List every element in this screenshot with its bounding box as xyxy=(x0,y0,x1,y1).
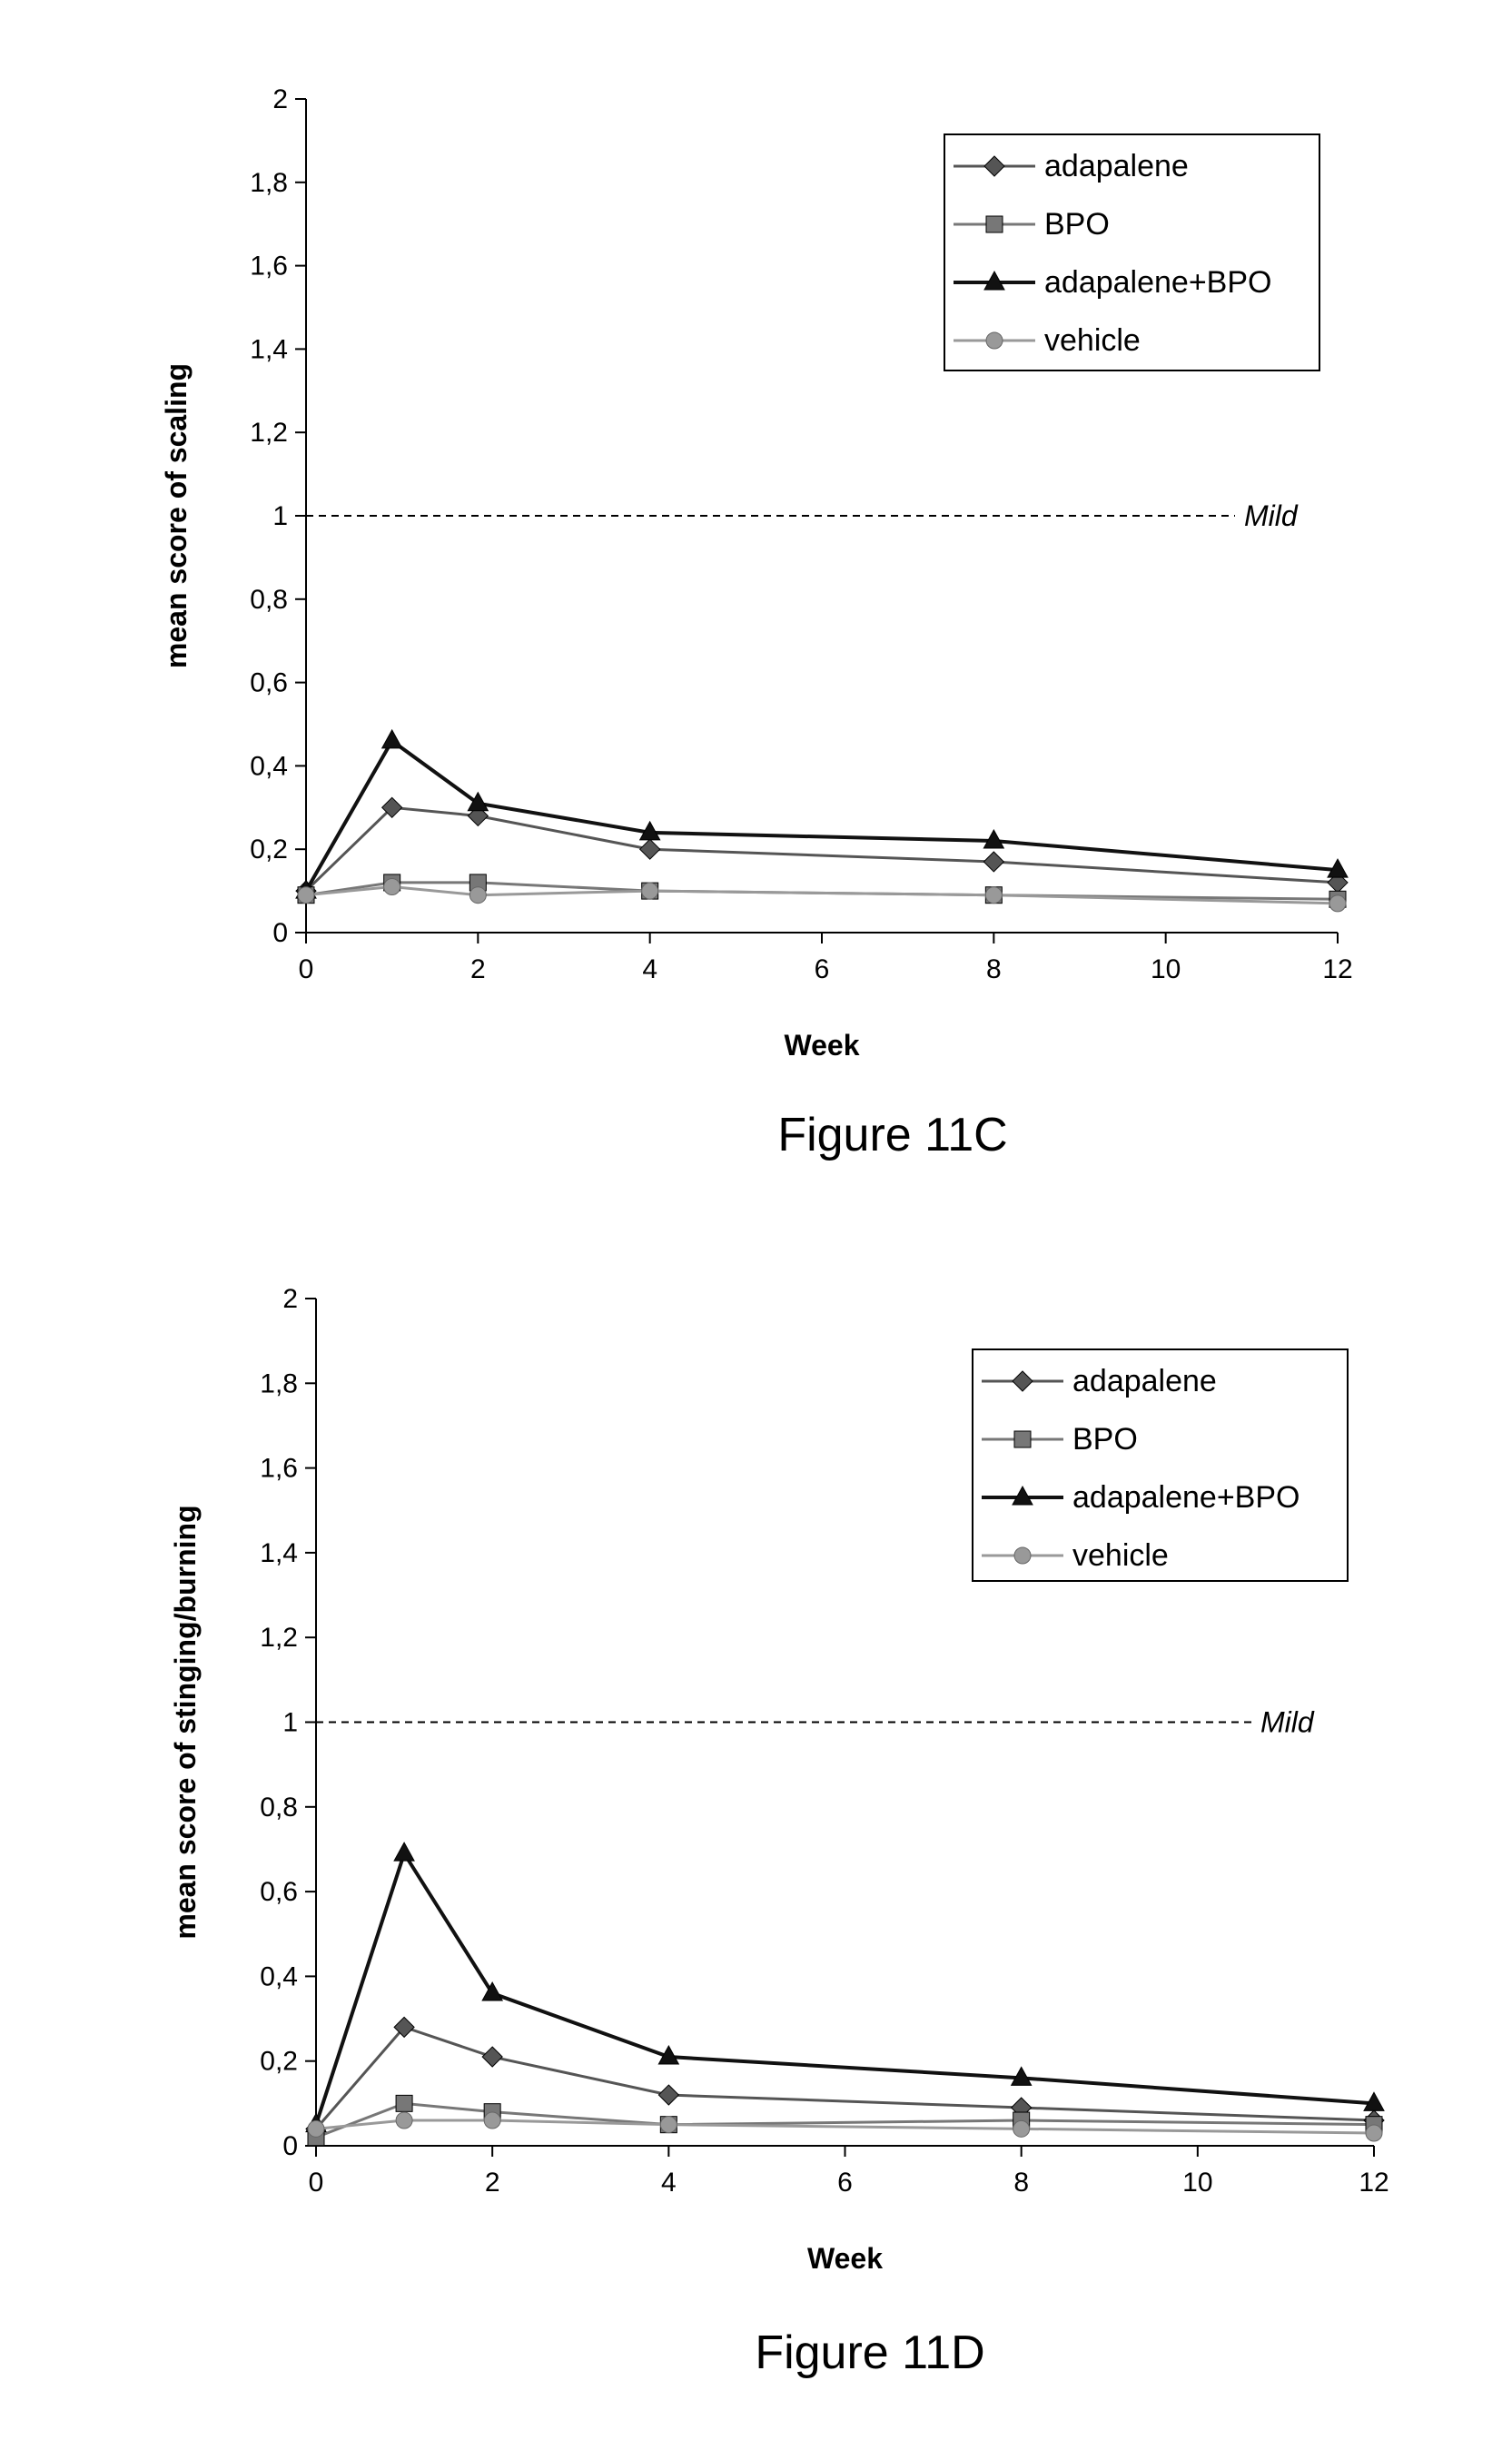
series-adapalene xyxy=(296,797,1348,901)
chart-figure-11c: 0 0,2 0,4 0,6 0,8 1 1,2 1,4 1,6 1,8 2 0 2 4 6 8 10 12 Week… xyxy=(0,0,1512,1180)
series-vehicle xyxy=(308,2112,1382,2141)
legend-swatch-marker xyxy=(1014,1547,1031,1564)
x-tick-label: 6 xyxy=(815,954,830,984)
x-axis-label: Week xyxy=(784,1029,859,1062)
data-point xyxy=(394,1842,414,1861)
legend-label: vehicle xyxy=(1044,323,1141,358)
y-tick-label: 0,4 xyxy=(250,751,288,781)
x-tick-label: 4 xyxy=(661,2168,677,2198)
series-bpo xyxy=(298,874,1346,907)
y-tick-label: 1,8 xyxy=(260,1368,298,1398)
legend: adapalene BPO adapalene+BPO vehicle xyxy=(973,1349,1348,1581)
legend-swatch-marker xyxy=(986,216,1003,232)
legend-label: BPO xyxy=(1072,1422,1138,1457)
y-tick-label: 0 xyxy=(272,918,288,948)
y-tick-label: 1,2 xyxy=(250,418,288,448)
data-point xyxy=(396,2112,412,2129)
y-tick-label: 0,6 xyxy=(260,1877,298,1907)
y-axis-label: mean score of scaling xyxy=(160,363,193,668)
x-tick-label: 12 xyxy=(1322,954,1352,984)
y-axis-label: mean score of stinging/burning xyxy=(169,1505,202,1939)
y-tick-label: 0,2 xyxy=(260,2047,298,2077)
y-tick-label: 1,6 xyxy=(260,1454,298,1484)
figure-caption: Figure 11D xyxy=(755,2326,984,2379)
x-tick-label: 4 xyxy=(642,954,657,984)
legend: adapalene BPO adapalene+BPO vehicle xyxy=(944,134,1319,370)
data-point xyxy=(660,2117,677,2133)
y-tick-label: 1,4 xyxy=(250,334,288,364)
x-tick-label: 12 xyxy=(1359,2168,1388,2198)
data-point xyxy=(1329,895,1346,912)
data-point xyxy=(482,2047,502,2067)
series-line xyxy=(306,807,1338,891)
y-tick-label: 1 xyxy=(282,1708,298,1738)
data-point xyxy=(640,839,660,859)
legend-label: adapalene+BPO xyxy=(1044,265,1271,300)
y-tick-label: 1 xyxy=(272,501,288,531)
x-tick-label: 2 xyxy=(485,2168,500,2198)
y-tick-label: 1,6 xyxy=(250,252,288,282)
y-tick-label: 0 xyxy=(282,2131,298,2161)
series-line xyxy=(306,887,1338,904)
y-tick-label: 1,8 xyxy=(250,168,288,198)
mild-reference-label: Mild xyxy=(1244,499,1299,532)
y-tick-label: 0,8 xyxy=(250,585,288,615)
data-point xyxy=(384,879,400,895)
legend-label: adapalene xyxy=(1072,1364,1217,1398)
y-tick-label: 0,6 xyxy=(250,668,288,698)
x-tick-label: 2 xyxy=(470,954,486,984)
y-tick-label: 0,8 xyxy=(260,1793,298,1823)
series-line xyxy=(316,2027,1374,2129)
x-tick-label: 8 xyxy=(986,954,1002,984)
x-tick-label: 8 xyxy=(1013,2168,1029,2198)
data-point xyxy=(642,883,658,899)
series-line xyxy=(306,883,1338,899)
data-point xyxy=(983,852,1003,872)
y-tick-label: 1,2 xyxy=(260,1623,298,1653)
mild-reference-label: Mild xyxy=(1260,1706,1315,1739)
x-tick-label: 10 xyxy=(1151,954,1181,984)
data-point xyxy=(468,793,488,811)
data-point xyxy=(396,2095,412,2111)
legend-label: adapalene xyxy=(1044,149,1189,183)
data-point xyxy=(1366,2125,1382,2141)
y-tick-label: 1,4 xyxy=(260,1538,298,1568)
series-line xyxy=(306,741,1338,891)
data-point xyxy=(1013,2120,1030,2137)
legend-label: vehicle xyxy=(1072,1538,1169,1573)
y-tick-label: 0,4 xyxy=(260,1961,298,1991)
figure-caption: Figure 11C xyxy=(777,1109,1007,1161)
legend-label: BPO xyxy=(1044,207,1110,242)
data-point xyxy=(985,887,1002,904)
x-tick-label: 6 xyxy=(837,2168,853,2198)
y-tick-label: 2 xyxy=(272,84,288,114)
chart-figure-11d: 0 0,2 0,4 0,6 0,8 1 1,2 1,4 1,6 1,8 2 0 2 4 6 8 10 12 Week… xyxy=(0,1180,1512,2440)
data-point xyxy=(308,2120,324,2137)
series-line xyxy=(316,1853,1374,2125)
x-tick-label: 10 xyxy=(1182,2168,1212,2198)
data-point xyxy=(484,2112,500,2129)
data-point xyxy=(298,887,314,904)
data-point xyxy=(658,2085,678,2105)
x-axis-label: Week xyxy=(807,2242,883,2275)
data-point xyxy=(382,730,402,748)
legend-label: adapalene+BPO xyxy=(1072,1480,1300,1515)
y-tick-label: 0,2 xyxy=(250,835,288,864)
x-tick-label: 0 xyxy=(309,2168,324,2198)
legend-swatch-marker xyxy=(986,332,1003,349)
data-point xyxy=(469,887,486,904)
x-tick-label: 0 xyxy=(299,954,314,984)
legend-swatch-marker xyxy=(1014,1431,1031,1447)
series-adapalene-bpo xyxy=(306,1842,1384,2132)
y-tick-label: 2 xyxy=(282,1284,298,1314)
